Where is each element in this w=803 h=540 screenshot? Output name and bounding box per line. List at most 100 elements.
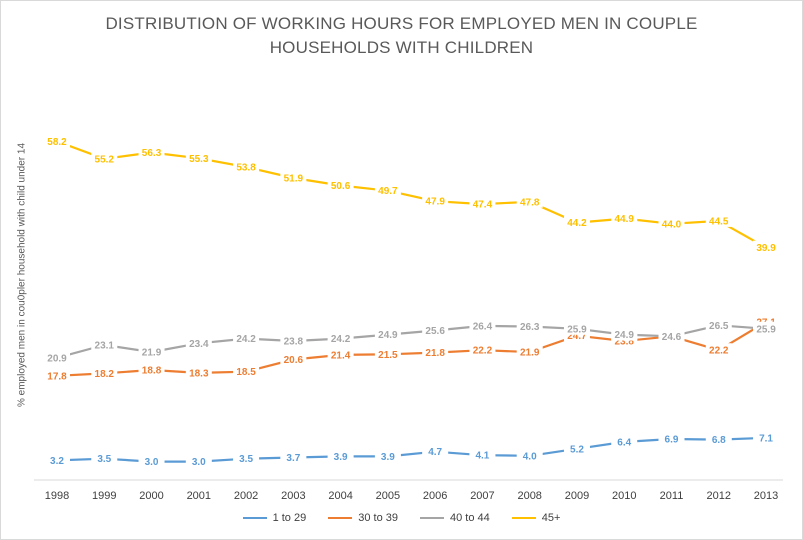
legend-swatch xyxy=(242,517,267,519)
data-label-bg xyxy=(138,145,165,159)
data-label-bg xyxy=(374,449,401,463)
data-label: 22.2 xyxy=(709,346,729,357)
x-tick-label: 2002 xyxy=(234,490,258,502)
data-label: 58.2 xyxy=(47,137,67,148)
data-label: 7.1 xyxy=(759,433,773,444)
data-label: 18.5 xyxy=(236,367,256,378)
data-label-bg xyxy=(374,347,401,361)
data-label: 3.9 xyxy=(381,452,395,463)
series-line-30-to-39 xyxy=(55,320,768,377)
data-label: 3.5 xyxy=(239,454,253,465)
data-label-bg xyxy=(280,333,307,347)
data-label: 3.0 xyxy=(145,457,159,468)
x-tick-label: 2001 xyxy=(187,490,211,502)
data-label-bg xyxy=(658,216,685,230)
data-label-bg xyxy=(705,432,732,446)
data-label-bg xyxy=(138,454,165,468)
data-label: 23.8 xyxy=(615,336,635,347)
data-label-bg xyxy=(138,362,165,376)
data-label-bg xyxy=(516,344,543,358)
data-label: 24.6 xyxy=(662,332,682,343)
data-label: 39.9 xyxy=(756,243,776,254)
data-label-bg xyxy=(658,329,685,343)
data-label-bg xyxy=(516,319,543,333)
data-label: 51.9 xyxy=(284,173,304,184)
data-label: 55.3 xyxy=(189,154,209,165)
data-label: 5.2 xyxy=(570,444,584,455)
data-label-bg xyxy=(563,215,590,229)
data-label-bg xyxy=(327,178,354,192)
x-tick-label: 1999 xyxy=(92,490,116,502)
series-line-45-plus xyxy=(55,140,768,249)
data-label-bg xyxy=(91,451,118,465)
data-label: 22.2 xyxy=(473,346,493,357)
data-label-bg xyxy=(611,434,638,448)
data-label: 24.9 xyxy=(378,330,398,341)
legend-swatch xyxy=(419,517,444,519)
data-label: 55.2 xyxy=(95,154,115,165)
chart-title-line-1: DISTRIBUTION OF WORKING HOURS FOR EMPLOY… xyxy=(105,14,698,33)
legend-item: 45+ xyxy=(511,512,561,524)
x-tick-label: 2011 xyxy=(660,490,684,502)
data-label: 18.2 xyxy=(95,369,115,380)
data-label: 21.8 xyxy=(425,348,445,359)
data-label: 3.0 xyxy=(192,457,206,468)
data-label: 18.8 xyxy=(142,365,162,376)
data-label: 23.8 xyxy=(284,336,304,347)
data-label: 6.8 xyxy=(712,435,726,446)
data-label: 44.2 xyxy=(567,218,587,229)
data-label-bg xyxy=(469,343,496,357)
x-tick-label: 2000 xyxy=(139,490,163,502)
x-tick-label: 2005 xyxy=(376,490,400,502)
data-label: 21.5 xyxy=(378,350,398,361)
data-label-bg xyxy=(185,365,212,379)
data-label-bg xyxy=(611,211,638,225)
series-line-1-to-29 xyxy=(55,436,768,463)
data-label-bg xyxy=(91,366,118,380)
data-label: 21.4 xyxy=(331,350,351,361)
data-label-bg xyxy=(91,151,118,165)
data-label-bg xyxy=(280,450,307,464)
data-label: 44.9 xyxy=(615,214,635,225)
x-tick-label: 2010 xyxy=(612,490,636,502)
data-label-bg xyxy=(280,352,307,366)
data-label: 50.6 xyxy=(331,181,351,192)
legend: 1 to 29 30 to 39 40 to 44 45+ xyxy=(0,512,803,524)
data-label-bg xyxy=(327,347,354,361)
data-label: 25.9 xyxy=(756,324,776,335)
data-label: 20.9 xyxy=(47,353,67,364)
legend-swatch xyxy=(328,517,353,519)
x-tick-label: 2009 xyxy=(565,490,589,502)
legend-item: 1 to 29 xyxy=(242,512,306,524)
series-line-40-to-44 xyxy=(55,324,768,359)
data-label: 3.5 xyxy=(97,454,111,465)
chart-title-line-2: HOUSEHOLDS WITH CHILDREN xyxy=(269,38,534,57)
data-label-bg xyxy=(233,159,260,173)
data-label-bg xyxy=(233,451,260,465)
data-label: 49.7 xyxy=(378,186,398,197)
data-label-bg xyxy=(44,453,70,467)
data-label-bg xyxy=(327,331,354,345)
data-label: 24.9 xyxy=(615,330,635,341)
legend-label: 40 to 44 xyxy=(449,512,490,524)
legend-label: 45+ xyxy=(541,512,561,524)
data-label-bg xyxy=(422,444,449,458)
data-label-bg xyxy=(374,327,401,341)
data-label: 53.8 xyxy=(236,162,256,173)
legend-item: 40 to 44 xyxy=(419,512,490,524)
data-label: 24.7 xyxy=(567,331,587,342)
data-label: 17.8 xyxy=(47,371,67,382)
legend-item: 30 to 39 xyxy=(328,512,398,524)
data-label: 23.4 xyxy=(189,339,209,350)
x-tick-label: 2003 xyxy=(281,490,305,502)
data-label: 26.4 xyxy=(473,321,493,332)
data-label: 24.2 xyxy=(331,334,351,345)
data-label-bg xyxy=(233,364,260,378)
data-label: 18.3 xyxy=(189,368,209,379)
data-label: 4.0 xyxy=(523,451,537,462)
data-label-bg xyxy=(185,454,212,468)
data-label: 3.9 xyxy=(334,452,348,463)
data-label-bg xyxy=(611,327,638,341)
data-label: 6.4 xyxy=(617,437,631,448)
